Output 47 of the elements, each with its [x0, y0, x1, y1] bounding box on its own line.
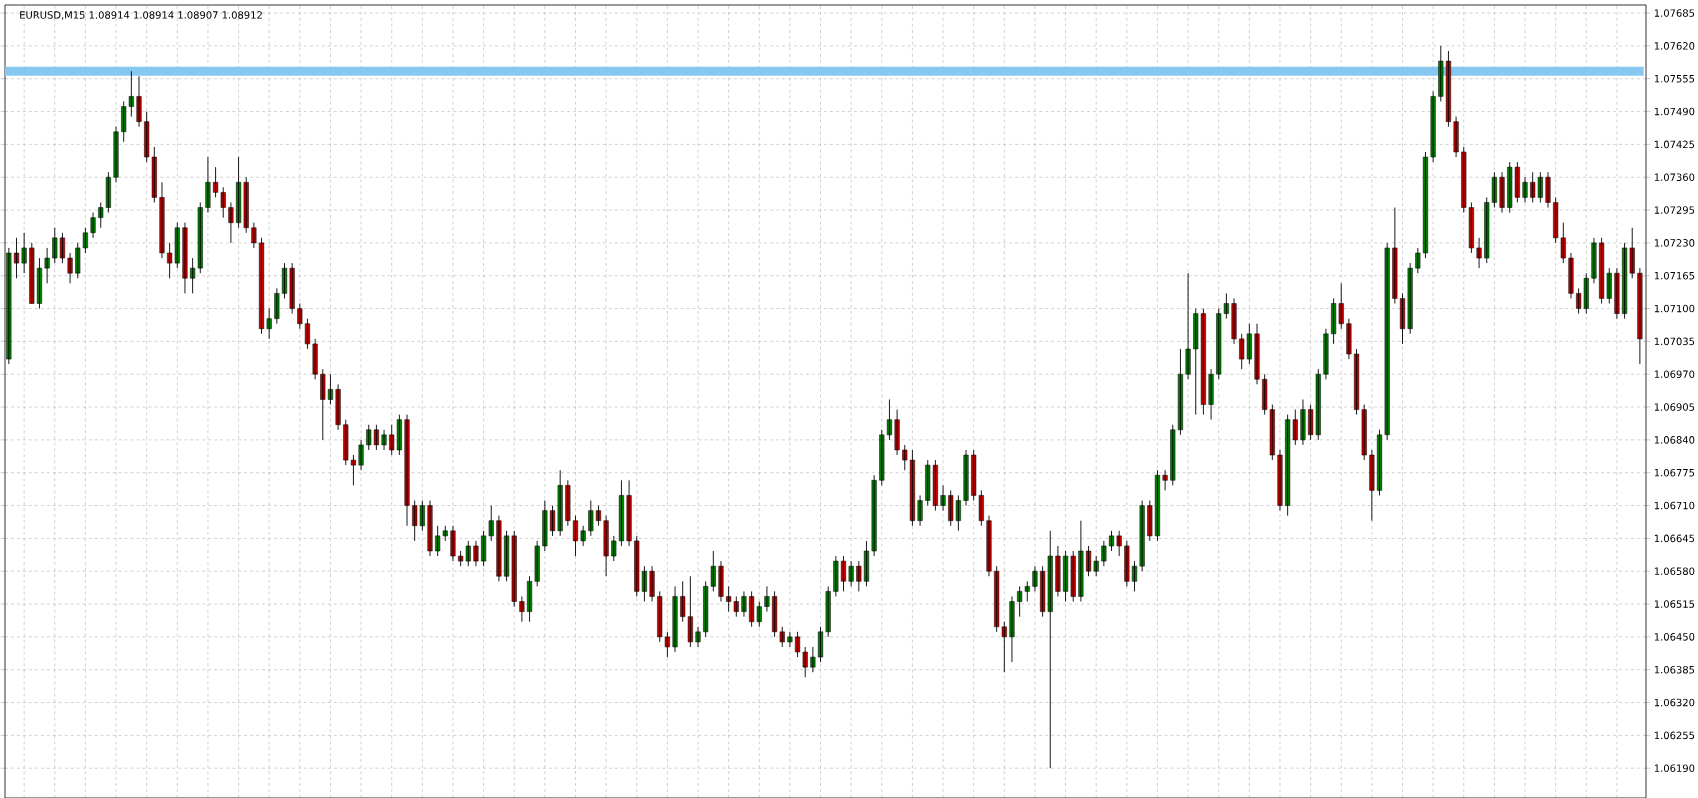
candlestick — [29, 242, 35, 304]
candlestick — [1147, 500, 1153, 542]
candlestick — [833, 555, 839, 597]
y-tick-label: 1.06385 — [1654, 665, 1695, 674]
y-tick-label: 1.06450 — [1654, 633, 1695, 641]
y-tick-label: 1.06255 — [1654, 731, 1695, 740]
candlestick — [1384, 242, 1390, 441]
y-tick-label: 1.07620 — [1654, 42, 1695, 50]
y-tick-label: 1.06190 — [1654, 764, 1695, 772]
candlestick — [557, 469, 563, 537]
y-tick-label: 1.06970 — [1654, 370, 1695, 378]
y-tick-label: 1.07685 — [1654, 9, 1695, 17]
y-tick-label: 1.07360 — [1654, 173, 1695, 181]
candlestick — [1415, 247, 1421, 274]
candlestick — [856, 560, 862, 592]
y-tick-label: 1.07165 — [1654, 271, 1695, 280]
candlestick — [825, 585, 831, 638]
candlestick — [289, 262, 295, 315]
candlestick — [1124, 540, 1130, 587]
candlestick — [565, 479, 571, 527]
y-tick-label: 1.06710 — [1654, 501, 1695, 510]
y-tick-label: 1.06840 — [1654, 436, 1695, 444]
candlestick — [1093, 555, 1099, 577]
y-tick-label: 1.06645 — [1654, 534, 1695, 543]
y-tick-label: 1.07425 — [1654, 140, 1695, 149]
y-tick-label: 1.07230 — [1654, 239, 1695, 247]
y-tick-label: 1.06580 — [1654, 567, 1695, 575]
candlestick — [266, 308, 272, 340]
y-tick-label: 1.06775 — [1654, 468, 1695, 477]
candlestick — [274, 287, 280, 325]
candlestick — [297, 303, 303, 330]
candlestick — [534, 540, 540, 587]
candlestick — [1116, 530, 1122, 557]
candlestick — [588, 500, 594, 537]
candlestick — [848, 560, 854, 587]
y-tick-label: 1.06905 — [1654, 403, 1695, 411]
candlestick — [1407, 262, 1413, 335]
y-tick-label: 1.06320 — [1654, 698, 1695, 707]
y-tick-label: 1.06515 — [1654, 600, 1695, 608]
candlestick — [787, 631, 793, 648]
y-tick-label: 1.07490 — [1654, 107, 1695, 116]
y-tick-label: 1.07035 — [1654, 337, 1695, 346]
candlestick — [1392, 207, 1398, 304]
y-tick-label: 1.07295 — [1654, 206, 1695, 214]
text: EURUSD,M15 1.08914 1.08914 1.08907 1.08912 — [20, 11, 262, 20]
y-tick-label: 1.07555 — [1654, 74, 1695, 83]
y-tick-label: 1.07100 — [1654, 304, 1695, 313]
